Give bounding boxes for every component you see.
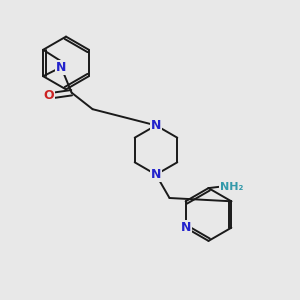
Text: N: N — [180, 221, 191, 234]
Text: N: N — [151, 168, 161, 181]
Text: O: O — [44, 89, 54, 102]
Text: N: N — [151, 119, 161, 132]
Text: NH₂: NH₂ — [220, 182, 243, 192]
Text: N: N — [56, 61, 66, 74]
